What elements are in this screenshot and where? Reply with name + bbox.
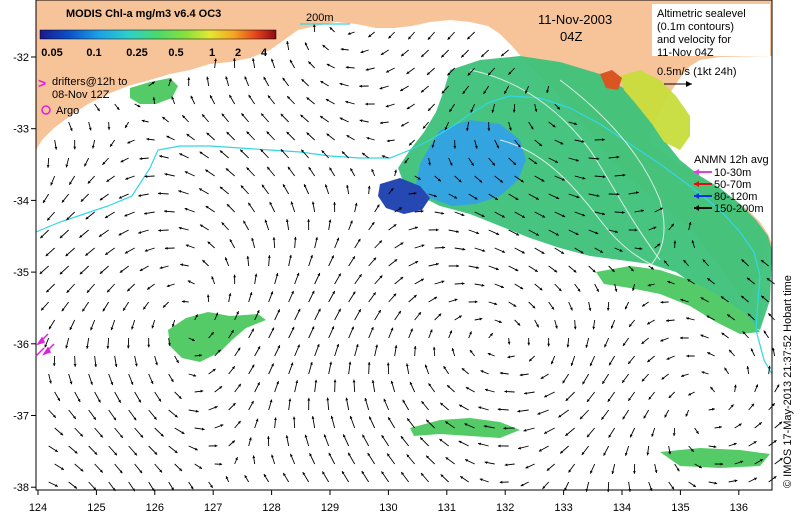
- colorbar-title: MODIS Chl-a mg/m3 v6.4 OC3: [66, 8, 221, 20]
- y-tick-label: -38: [13, 482, 29, 494]
- y-tick-label: -32: [13, 52, 29, 64]
- altimetry-line: (0.1m contours): [657, 21, 734, 33]
- colorbar-tick-label: 0.05: [41, 47, 62, 59]
- x-tick-label: 125: [87, 502, 105, 514]
- x-tick-label: 130: [379, 502, 397, 514]
- argo-label: Argo: [56, 105, 79, 117]
- x-tick-label: 131: [438, 502, 456, 514]
- y-tick-label: -34: [13, 195, 29, 207]
- altimetry-line: and velocity for: [657, 34, 731, 46]
- x-tick-label: 135: [671, 502, 689, 514]
- isobath-label: 200m: [306, 12, 334, 24]
- colorbar-tick-label: 1: [209, 47, 215, 59]
- x-tick-label: 128: [262, 502, 280, 514]
- date-label: 11-Nov-2003: [538, 12, 612, 27]
- anmn-legend-label: 50-70m: [714, 179, 751, 191]
- x-tick-label: 133: [554, 502, 572, 514]
- x-tick-label: 136: [730, 502, 748, 514]
- altimetry-line: 11-Nov 04Z: [657, 47, 714, 59]
- y-tick-label: -37: [13, 411, 29, 423]
- x-tick-label: 129: [321, 502, 339, 514]
- credit-text: © IMOS 17-May-2013 21:37:52 Hobart time: [782, 275, 794, 488]
- time-label: 04Z: [560, 29, 582, 44]
- drifter-marker-icon: >: [38, 75, 46, 91]
- altimetry-line: Altimetric sealevel: [657, 8, 746, 20]
- colorbar-tick-label: 0.1: [86, 47, 101, 59]
- colorbar-tick-label: 0.5: [168, 47, 183, 59]
- x-tick-label: 126: [146, 502, 164, 514]
- drifters-line: drifters@12h to: [52, 76, 127, 88]
- altimetry-line: 0.5m/s (1kt 24h): [657, 66, 736, 78]
- y-tick-label: -35: [13, 267, 29, 279]
- anmn-title: ANMN 12h avg: [694, 154, 769, 166]
- colorbar-tick-label: 2: [235, 47, 241, 59]
- x-tick-label: 132: [496, 502, 514, 514]
- x-tick-label: 134: [613, 502, 631, 514]
- colorbar-gradient: [40, 30, 276, 39]
- x-tick-label: 127: [204, 502, 222, 514]
- y-tick-label: -36: [13, 339, 29, 351]
- y-tick-label: -33: [13, 124, 29, 136]
- x-tick-label: 124: [29, 502, 47, 514]
- colorbar-tick-label: 0.25: [126, 47, 147, 59]
- colorbar-tick-label: 4: [261, 47, 268, 59]
- anmn-legend-label: 80-120m: [714, 191, 757, 203]
- anmn-legend-label: 150-200m: [714, 203, 764, 215]
- anmn-legend-label: 10-30m: [714, 167, 751, 179]
- drifters-line: 08-Nov 12Z: [52, 89, 110, 101]
